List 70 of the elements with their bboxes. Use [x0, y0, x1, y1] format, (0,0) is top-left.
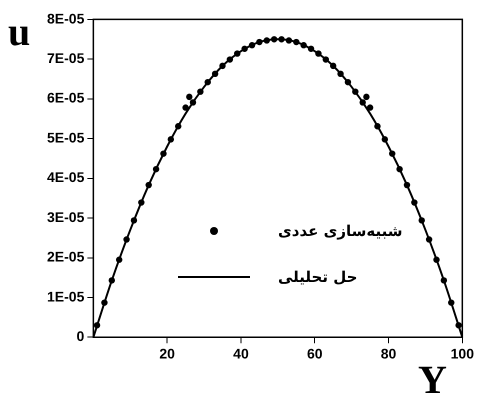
point [94, 322, 100, 328]
point [389, 150, 396, 157]
x-tick-label: 100 [450, 345, 474, 362]
point [360, 99, 366, 106]
point [382, 136, 388, 143]
point [248, 42, 256, 48]
y-tick-label: 6E-05 [47, 90, 85, 106]
point [101, 299, 108, 306]
point [278, 36, 285, 42]
point [190, 99, 196, 106]
point [130, 217, 138, 224]
point [448, 299, 454, 306]
point [146, 182, 152, 188]
point [344, 78, 352, 86]
point [300, 42, 307, 48]
point [264, 37, 270, 44]
x-tick-label: 60 [306, 345, 323, 362]
point [160, 150, 167, 157]
point [197, 88, 204, 95]
point [256, 38, 263, 46]
point [374, 123, 381, 130]
y-tick-label: 3E-05 [47, 208, 85, 225]
point [186, 94, 192, 100]
point [426, 236, 432, 243]
point [204, 78, 211, 86]
x-tick-label: 40 [233, 345, 249, 362]
y-tick-label: 5E-05 [47, 129, 85, 146]
point [212, 70, 218, 78]
point [286, 37, 292, 44]
y-tick-label: 2E-05 [47, 248, 85, 265]
point [330, 62, 336, 70]
point [270, 36, 278, 42]
point [396, 166, 403, 172]
point [411, 199, 418, 206]
point [308, 46, 314, 52]
y-tick-label: 4E-05 [47, 169, 85, 186]
x-axis-title: Y [418, 357, 447, 402]
y-tick-label: 1E-05 [47, 288, 85, 304]
point [182, 104, 189, 111]
point [175, 123, 182, 130]
point [337, 70, 344, 78]
point [433, 256, 440, 263]
point [168, 136, 174, 143]
point [440, 277, 448, 284]
y-tick-label: 0 [76, 328, 85, 344]
y-tick-label: 7E-05 [47, 50, 85, 66]
point [219, 62, 226, 70]
point [418, 217, 425, 224]
series-label: شبیه‌سازی عددی [278, 222, 402, 240]
point [315, 50, 322, 57]
point [352, 88, 359, 95]
point [138, 199, 145, 206]
y-axis-title: u [8, 9, 30, 54]
legend-label: حل تحلیلی [278, 268, 358, 286]
point [226, 56, 234, 63]
point [366, 104, 374, 111]
point [123, 236, 130, 243]
point [234, 50, 240, 57]
point [322, 56, 330, 63]
point [363, 94, 370, 100]
point [404, 182, 410, 188]
point [108, 277, 116, 284]
point [241, 46, 248, 52]
point [116, 256, 122, 263]
point [293, 38, 300, 46]
y-tick-label: 8E-05 [47, 10, 85, 26]
x-tick-label: 80 [380, 345, 397, 362]
x-tick-label: 20 [159, 345, 176, 362]
point [455, 322, 462, 328]
point [152, 166, 160, 172]
